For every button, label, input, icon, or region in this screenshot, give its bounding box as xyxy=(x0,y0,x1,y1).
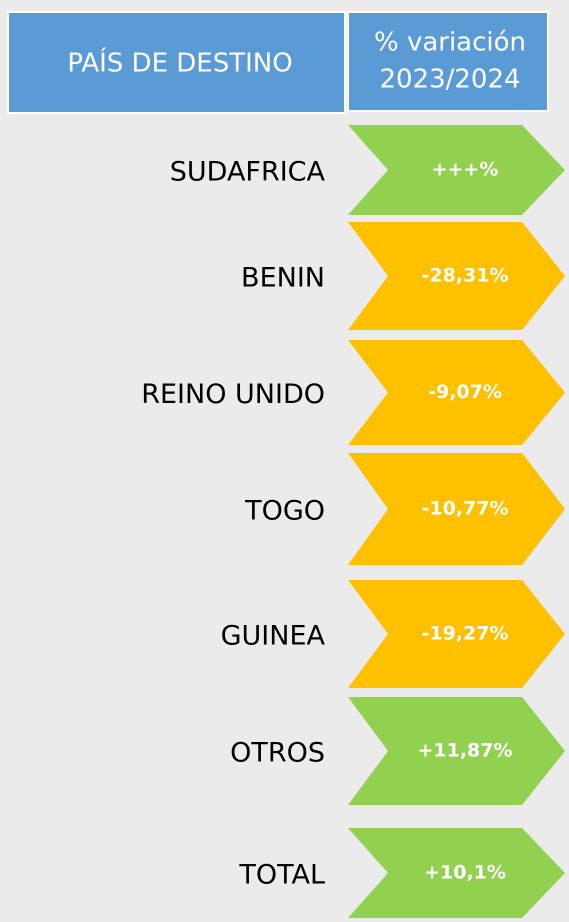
country-label: BENIN xyxy=(241,263,325,294)
chevron xyxy=(348,580,565,688)
header-label: PAÍS DE DESTINO xyxy=(67,47,292,79)
variation-label: -9,07% xyxy=(428,381,502,403)
variation-label: +++% xyxy=(432,159,499,181)
variation-label: +10,1% xyxy=(424,862,506,884)
chevron xyxy=(348,340,565,445)
chevron xyxy=(348,453,565,565)
country-label: SUDAFRICA xyxy=(170,157,326,188)
header-cell xyxy=(7,11,346,114)
country-label: TOGO xyxy=(244,496,325,527)
chevron xyxy=(348,125,565,215)
header-label: 2023/2024 xyxy=(379,65,520,95)
country-label: GUINEA xyxy=(221,621,326,652)
header-cell xyxy=(347,11,549,112)
country-label: OTROS xyxy=(230,738,325,769)
chevron xyxy=(348,222,565,330)
country-label: REINO UNIDO xyxy=(141,379,325,410)
header-label: % variación xyxy=(374,28,526,58)
variation-label: -10,77% xyxy=(421,498,508,520)
variation-label: +11,87% xyxy=(417,740,512,762)
variation-label: -19,27% xyxy=(421,623,508,645)
chevron xyxy=(348,828,565,918)
chevron xyxy=(348,697,565,805)
country-label: TOTAL xyxy=(238,860,325,891)
variation-label: -28,31% xyxy=(421,265,508,287)
